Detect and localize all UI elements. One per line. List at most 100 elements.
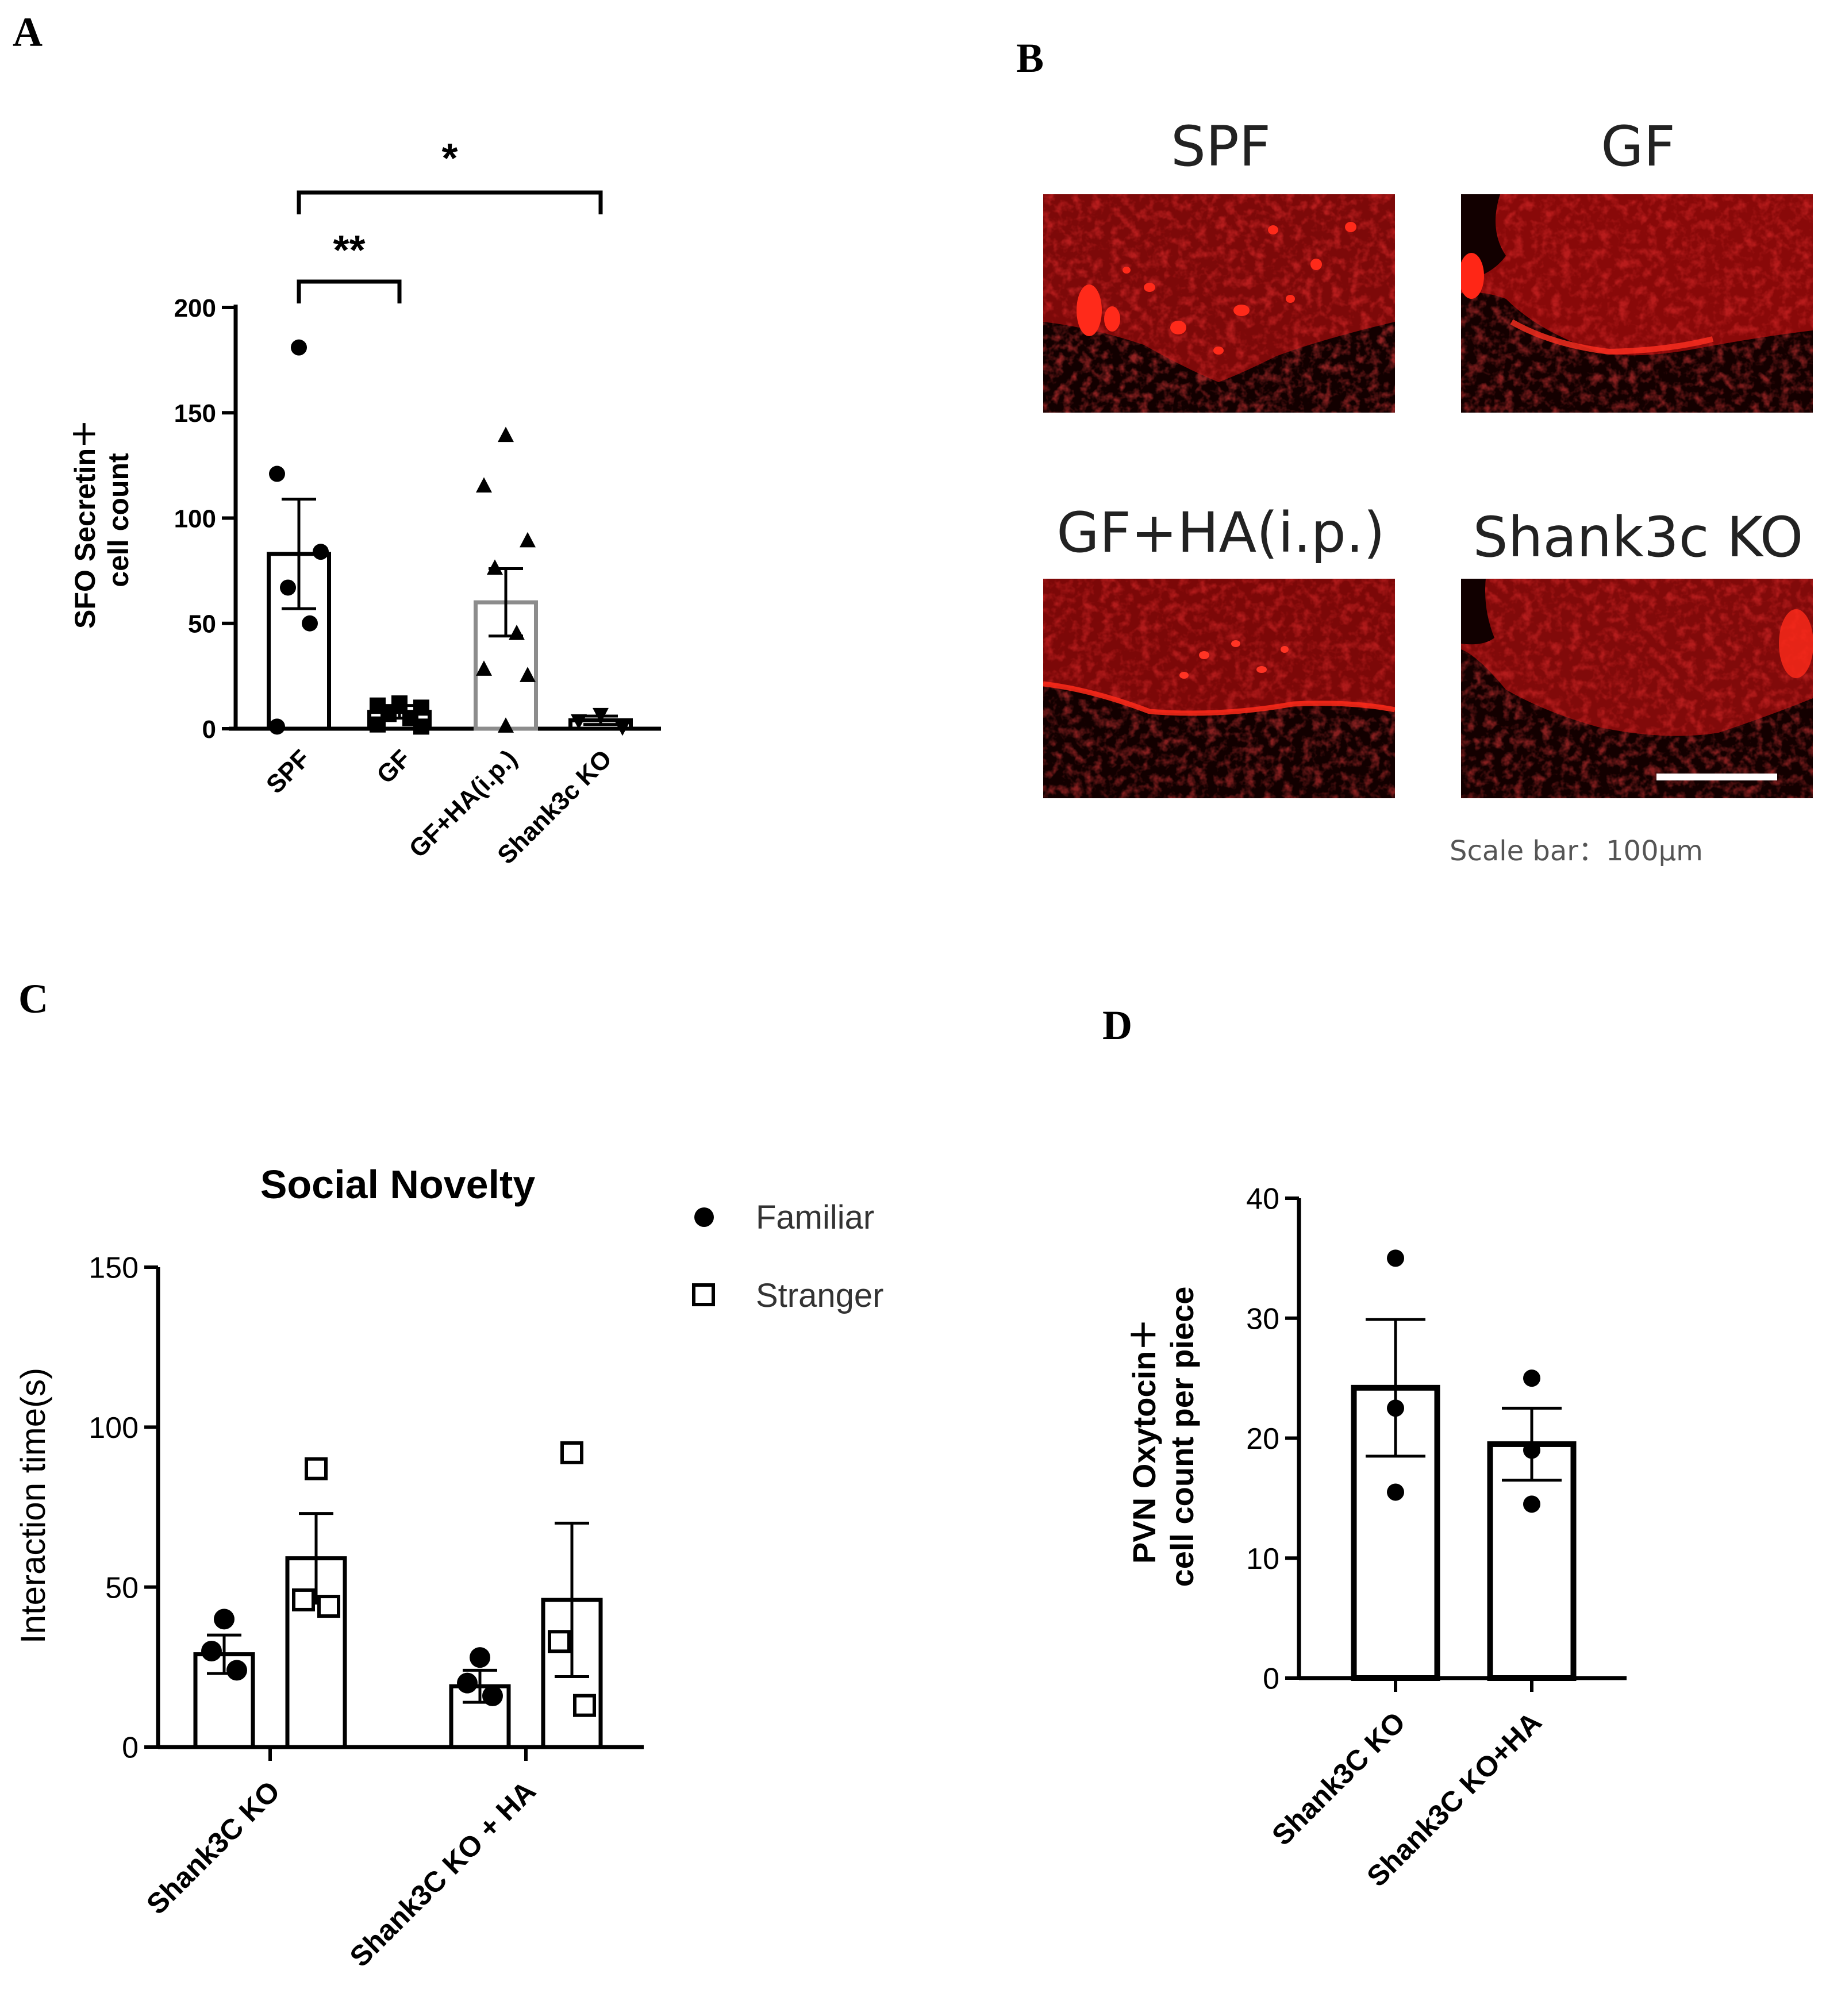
- image-label-spf: SPF: [1171, 114, 1271, 179]
- panel-letter-b: B: [1016, 35, 1044, 81]
- y-tick-label: 150: [174, 399, 216, 428]
- data-point: [302, 615, 318, 632]
- data-point: [269, 718, 285, 735]
- data-point: [370, 716, 386, 733]
- y-axis-label-c: Interaction time(s): [14, 1368, 52, 1644]
- y-axis-label-a-line1: SFO Secretin＋: [69, 420, 101, 629]
- data-point: [614, 720, 631, 736]
- y-tick-label: 0: [202, 715, 216, 744]
- axis-a: [229, 305, 661, 731]
- y-tick-label: 40: [1246, 1183, 1279, 1216]
- data-point: [305, 1457, 328, 1480]
- data-point: [476, 477, 492, 493]
- y-tick-label: 50: [188, 610, 216, 638]
- significance-bracket: [297, 190, 603, 214]
- points-c: [201, 1441, 596, 1717]
- x-tick-label: Shank3C KO: [1266, 1706, 1412, 1852]
- significance-label: **: [333, 228, 365, 274]
- data-point: [1523, 1495, 1540, 1513]
- significance-label: *: [441, 136, 458, 182]
- data-point: [1387, 1399, 1404, 1417]
- y-ticks-c: 0 50 100 150: [89, 1252, 158, 1765]
- data-point: [201, 1641, 222, 1661]
- data-point: [482, 1685, 503, 1706]
- y-tick-label: 10: [1246, 1542, 1279, 1576]
- y-tick-label: 0: [122, 1732, 139, 1765]
- data-point: [1523, 1441, 1540, 1459]
- legend-familiar-marker: [694, 1207, 714, 1227]
- data-point: [292, 1588, 315, 1611]
- x-tick-label: Shank3C KO + HA: [344, 1775, 542, 1973]
- y-tick-label: 100: [89, 1411, 139, 1445]
- data-point: [1387, 1483, 1404, 1501]
- y-tick-label: 0: [1263, 1663, 1279, 1696]
- legend-c: Familiar Stranger: [692, 1199, 883, 1314]
- data-point: [470, 1647, 490, 1668]
- data-point: [593, 707, 609, 724]
- panel-letter-c: C: [18, 976, 48, 1022]
- x-labels-c: Shank3C KO Shank3C KO + HA: [140, 1747, 542, 1973]
- legend-stranger-label: Stranger: [756, 1277, 883, 1314]
- micrograph-shank3c-ko: [1461, 579, 1813, 798]
- data-point: [498, 426, 514, 443]
- chart-c: Social Novelty 0 50 100 150 Shank3C KO Shank…: [14, 1162, 883, 1973]
- image-label-gf: GF: [1601, 114, 1675, 179]
- points-a: [269, 339, 631, 736]
- chart-title-c: Social Novelty: [260, 1162, 536, 1207]
- data-point: [1523, 1369, 1540, 1387]
- y-ticks-d: 0 10 20 30 40: [1246, 1183, 1299, 1696]
- micrograph-gf: [1461, 194, 1813, 413]
- significance-bracket: [297, 279, 402, 303]
- data-point: [214, 1609, 235, 1630]
- x-tick-label: GF: [371, 744, 416, 789]
- data-point: [571, 714, 587, 730]
- micrograph-panel-b: SPF GF GF+HA(i.p.) Shank3c KO: [1043, 114, 1813, 867]
- y-axis-label-d-line2: cell count per piece: [1164, 1287, 1200, 1587]
- data-point: [520, 667, 536, 682]
- data-point: [269, 465, 285, 482]
- data-point: [509, 624, 525, 640]
- data-point: [313, 544, 329, 560]
- y-tick-label: 200: [174, 294, 216, 322]
- x-tick-label: SPF: [261, 744, 316, 799]
- panel-letter-a: A: [13, 9, 43, 55]
- significance-a: ***: [297, 136, 603, 303]
- axis-d: [1297, 1198, 1627, 1680]
- data-point: [226, 1660, 247, 1681]
- data-point: [573, 1694, 596, 1717]
- y-tick-label: 50: [105, 1571, 139, 1605]
- data-point: [498, 717, 514, 733]
- data-point: [1387, 1249, 1404, 1267]
- bars-c: [193, 1512, 603, 1749]
- y-tick-label: 150: [89, 1252, 139, 1285]
- legend-stranger-marker: [692, 1283, 715, 1306]
- data-point: [413, 718, 429, 735]
- data-point: [520, 532, 536, 548]
- data-point: [487, 559, 503, 575]
- micrograph-gf-ha: [1043, 579, 1395, 798]
- micrograph-spf: [1043, 194, 1395, 413]
- data-point: [317, 1595, 340, 1618]
- y-axis-label-a: SFO Secretin＋ cell count: [69, 411, 134, 629]
- points-d: [1387, 1249, 1540, 1513]
- data-point: [476, 660, 492, 676]
- y-axis-label-d-line1: PVN Oxytocin＋: [1126, 1319, 1162, 1564]
- y-axis-label-d: PVN Oxytocin＋ cell count per piece: [1126, 1287, 1200, 1587]
- image-label-gf-ha: GF+HA(i.p.): [1056, 501, 1385, 565]
- legend-familiar-label: Familiar: [756, 1199, 874, 1236]
- y-tick-label: 100: [174, 505, 216, 533]
- data-point: [280, 579, 296, 596]
- data-point: [457, 1672, 478, 1694]
- data-point: [548, 1630, 571, 1653]
- y-tick-label: 30: [1246, 1302, 1279, 1336]
- scale-bar-note: Scale bar：100µm: [1450, 835, 1703, 867]
- y-axis-label-a-line2: cell count: [102, 453, 134, 587]
- panel-letter-d: D: [1102, 1002, 1132, 1048]
- bars-a: [267, 498, 633, 731]
- data-point: [291, 339, 307, 356]
